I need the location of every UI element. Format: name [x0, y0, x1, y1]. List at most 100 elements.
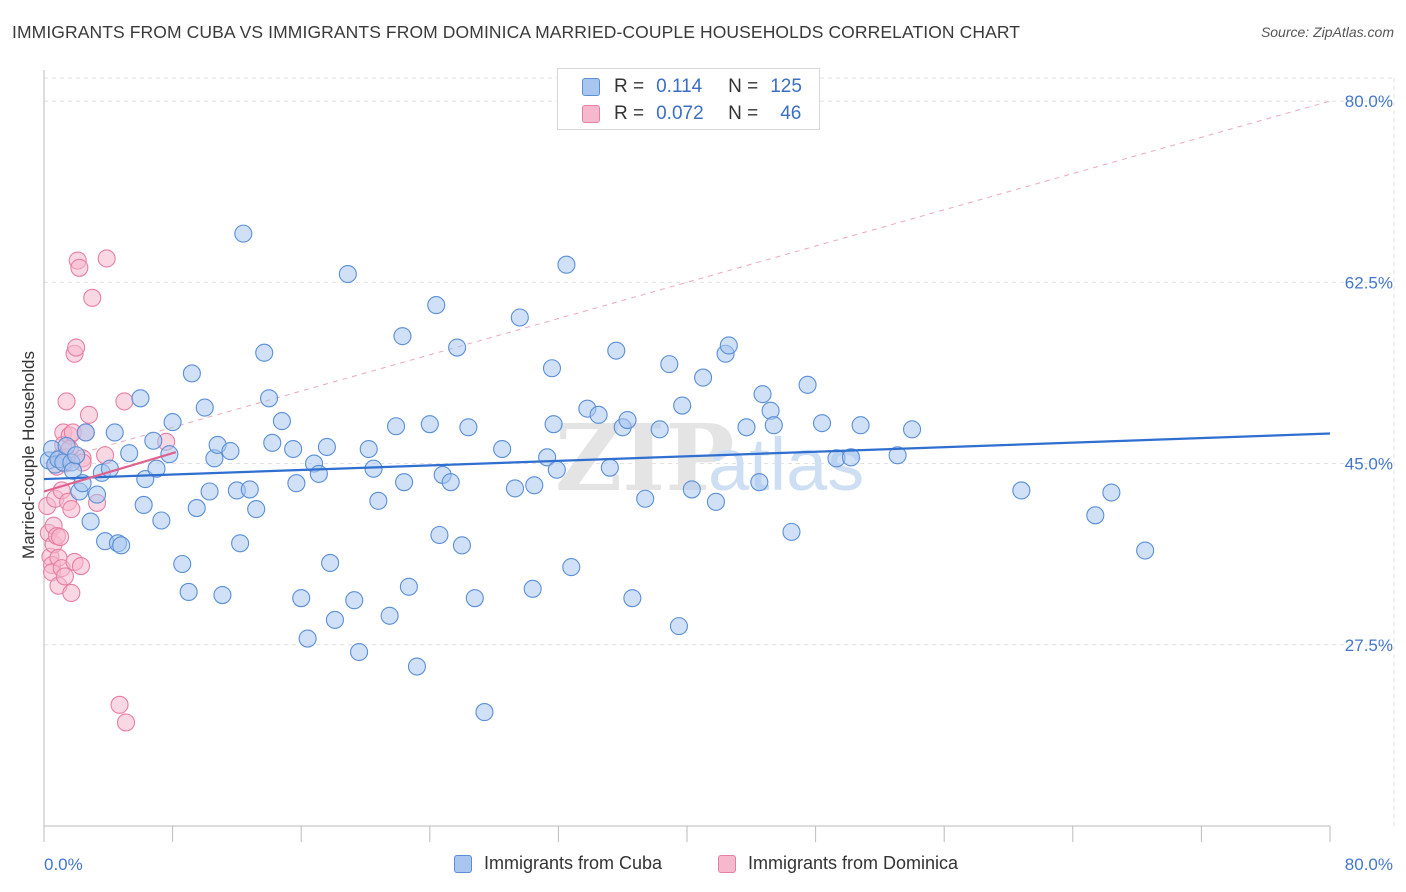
cuba-point — [452, 536, 472, 555]
dominica-point — [116, 713, 136, 732]
cuba-point — [317, 437, 336, 457]
cuba-point — [87, 485, 107, 504]
x-tick-label: 0.0% — [44, 855, 83, 874]
legend-item-dominica[interactable]: Immigrants from Dominica — [718, 853, 958, 874]
cuba-point — [287, 474, 306, 493]
y-axis-label: Married-couple Households — [19, 351, 38, 559]
cuba-point — [272, 412, 291, 431]
cuba-point — [542, 359, 562, 378]
stats-legend: R = 0.114 N = 125 R = 0.072 N = 46 — [557, 68, 820, 130]
cuba-point — [76, 423, 95, 442]
cuba-point — [120, 444, 139, 463]
cuba-point — [386, 417, 406, 436]
cuba-point — [380, 606, 399, 625]
dominica-trend-line — [43, 451, 177, 493]
cuba-swatch — [582, 78, 600, 96]
tick-labels: 27.5% 45.0% 62.5% 80.0% 0.0% 80.0% — [44, 92, 1393, 874]
r-label: R = — [614, 103, 645, 124]
cuba-point — [195, 398, 214, 417]
cuba-point — [547, 460, 566, 479]
cuba-point — [607, 341, 626, 360]
stat-row-dominica: R = 0.072 N = 46 — [582, 101, 801, 127]
cuba-legend-swatch — [454, 854, 472, 873]
dominica-legend-swatch — [718, 854, 736, 873]
dominica-point — [57, 392, 76, 411]
dominica-point — [79, 405, 99, 424]
cuba-point — [706, 492, 725, 511]
cuba-point — [338, 264, 357, 284]
dominica-swatch — [582, 105, 600, 123]
cuba-point — [240, 480, 259, 499]
cuba-point — [557, 255, 576, 274]
cuba-point — [259, 389, 279, 408]
dominica-point — [115, 392, 134, 411]
trend-lines — [43, 432, 1331, 493]
cuba-point — [399, 577, 418, 596]
cuba-trend-line — [43, 432, 1331, 481]
dominica-point — [51, 528, 70, 547]
cuba-point — [247, 500, 266, 519]
chart-source: Source: ZipAtlas.com — [1260, 24, 1394, 40]
dominica-points — [38, 249, 176, 732]
cuba-point — [152, 511, 171, 530]
cuba-point — [660, 355, 679, 374]
y-tick-label: 27.5% — [1345, 636, 1393, 655]
cuba-point — [182, 364, 201, 383]
cuba-point — [1086, 506, 1105, 525]
cuba-point — [1136, 541, 1155, 560]
dominica-point — [62, 583, 81, 603]
cuba-point — [750, 473, 769, 492]
y-tick-label: 80.0% — [1345, 92, 1393, 111]
cuba-point — [163, 413, 182, 432]
cuba-point — [459, 418, 478, 437]
dominica-point — [97, 249, 116, 268]
n-label: N = — [728, 76, 759, 97]
cuba-points — [39, 224, 1155, 722]
cuba-point — [448, 338, 467, 357]
n-value: 46 — [780, 103, 802, 124]
cuba-point — [420, 415, 439, 434]
cuba-point — [475, 703, 494, 722]
r-value: 0.072 — [656, 103, 704, 124]
r-label: R = — [614, 76, 645, 97]
cuba-point — [292, 589, 311, 608]
cuba-point — [147, 459, 166, 478]
n-value: 125 — [770, 76, 802, 97]
cuba-point — [623, 589, 642, 608]
cuba-point — [841, 448, 861, 467]
cuba-point — [505, 479, 525, 498]
cuba-point — [719, 336, 738, 355]
cuba-point — [231, 534, 250, 553]
cuba-point — [131, 389, 150, 408]
cuba-point — [81, 512, 100, 531]
cuba-point — [544, 415, 563, 434]
cuba-point — [682, 480, 701, 499]
cuba-point — [669, 617, 689, 636]
cuba-point — [325, 610, 345, 629]
chart-title: IMMIGRANTS FROM CUBA VS IMMIGRANTS FROM … — [12, 22, 1021, 42]
n-label: N = — [728, 103, 759, 124]
cuba-point — [798, 375, 817, 394]
cuba-point — [350, 642, 369, 662]
cuba-point — [263, 433, 282, 452]
cuba-point — [234, 224, 253, 243]
cuba-point — [562, 558, 581, 577]
x-tick-label: 80.0% — [1345, 855, 1393, 874]
cuba-point — [321, 553, 340, 573]
cuba-point — [173, 554, 192, 574]
cuba-point — [525, 476, 544, 495]
legend-item-cuba[interactable]: Immigrants from Cuba — [454, 853, 662, 874]
cuba-point — [523, 579, 542, 598]
legend-label: Immigrants from Dominica — [748, 853, 959, 873]
cuba-point — [67, 446, 86, 465]
cuba-point — [179, 582, 198, 602]
cuba-point — [407, 657, 426, 676]
cuba-point — [694, 368, 713, 387]
cuba-point — [284, 439, 303, 459]
dominica-point — [55, 567, 74, 586]
cuba-point — [673, 396, 692, 415]
cuba-point — [493, 439, 512, 459]
cuba-point — [427, 296, 446, 315]
bottom-legend: Immigrants from Cuba Immigrants from Dom… — [0, 850, 1406, 880]
